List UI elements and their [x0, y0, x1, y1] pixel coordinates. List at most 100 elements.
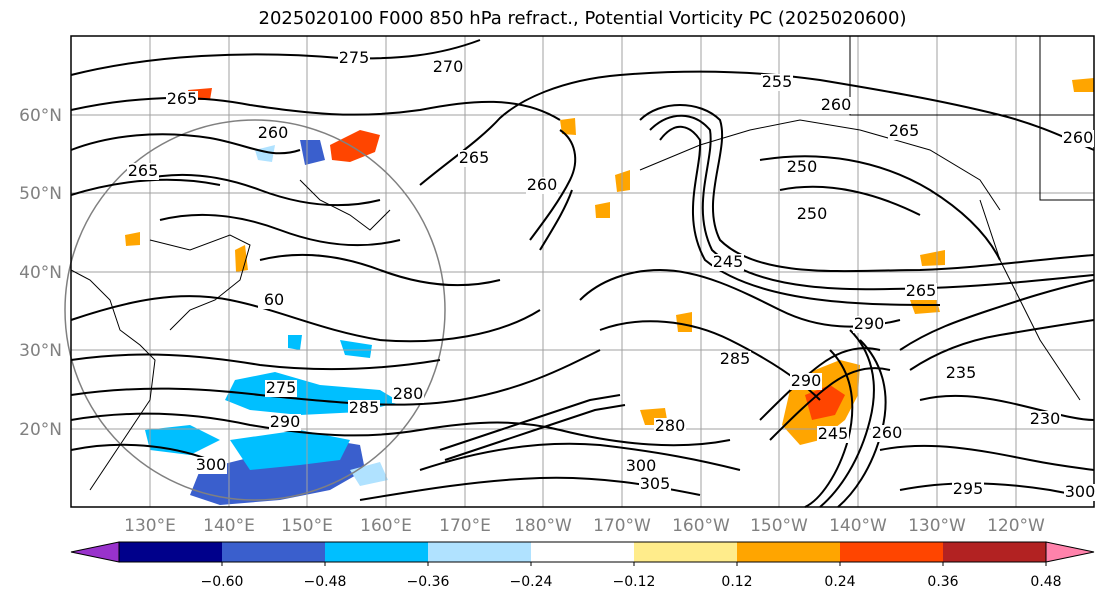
contour-label-background	[790, 373, 822, 390]
map-title: 2025020100 F000 850 hPa refract., Potent…	[258, 8, 907, 29]
contour-label-background	[127, 163, 159, 180]
contour-label: 60	[264, 290, 284, 309]
contour-label-background	[871, 425, 903, 442]
contour-label-background	[257, 125, 289, 142]
contour-label: 290	[270, 412, 301, 431]
contour-label-background	[888, 123, 920, 140]
contour-label-background	[1064, 484, 1096, 501]
contour-label: 260	[258, 123, 289, 142]
contour-label-background	[1062, 130, 1094, 147]
colorbar-max-extension	[1045, 541, 1095, 563]
contour-value-labels: 275 270 265 260 265 255 260 265 265 260 250 250 245 2…	[127, 48, 1096, 501]
contour-label: 250	[797, 204, 828, 223]
contour-label-background	[786, 159, 818, 176]
projection-circle	[64, 119, 446, 501]
contour-label: 295	[953, 479, 984, 498]
longitude-label: 130°E	[124, 516, 176, 536]
longitude-label: 160°W	[672, 516, 730, 536]
contour-label: 275	[266, 378, 297, 397]
contour-label: 260	[1063, 128, 1094, 147]
contour-label: 280	[393, 384, 424, 403]
contour-label-background	[952, 481, 984, 498]
contour-label: 265	[128, 161, 159, 180]
contour-label-background	[853, 316, 885, 333]
contour-label: 265	[889, 121, 920, 140]
contour-label: 290	[854, 314, 885, 333]
colorbar-bin	[737, 542, 841, 562]
contour-label-background	[166, 91, 198, 108]
latitude-labels: 60°N 50°N 40°N 30°N 20°N	[19, 106, 62, 440]
contour-label-background	[338, 50, 370, 67]
map-plot-area	[64, 35, 1095, 508]
contour-label-background	[348, 400, 380, 417]
contour-label-background	[639, 476, 671, 493]
contour-label-background	[712, 254, 744, 271]
longitude-label: 170°W	[593, 516, 651, 536]
colorbar-tick-label: −0.60	[201, 574, 244, 590]
contour-label-background	[269, 414, 301, 431]
latitude-label: 50°N	[19, 184, 62, 204]
contour-label-background	[195, 457, 227, 474]
contour-label: 235	[946, 363, 977, 382]
longitude-label: 140°W	[829, 516, 887, 536]
colorbar-bin	[325, 542, 429, 562]
colorbar-tick-label: 0.12	[721, 574, 752, 590]
colorbar-bin	[531, 542, 635, 562]
colorbar-min-extension	[70, 541, 120, 563]
colorbar-tick-label: 0.36	[927, 574, 958, 590]
contour-label-background	[458, 150, 490, 167]
contour-label: 245	[818, 424, 849, 443]
longitude-label: 150°W	[750, 516, 808, 536]
colorbar	[70, 541, 1095, 563]
colorbar-tick-label: −0.24	[510, 574, 553, 590]
contour-label: 250	[787, 157, 818, 176]
contour-label-background	[432, 59, 464, 76]
longitude-label: 140°E	[203, 516, 255, 536]
colorbar-tick-label: 0.48	[1030, 574, 1061, 590]
contour-label: 270	[433, 57, 464, 76]
longitude-label: 180°W	[514, 516, 572, 536]
latitude-label: 20°N	[19, 420, 62, 440]
contour-label: 260	[821, 95, 852, 114]
colorbar-bin	[634, 542, 738, 562]
latitude-label: 40°N	[19, 263, 62, 283]
contour-label-background	[817, 426, 849, 443]
contour-label-background	[761, 74, 793, 91]
colorbar-tick-labels: −0.60 −0.48 −0.36 −0.24 −0.12 0.12 0.24 0.36 0.4…	[201, 562, 1062, 590]
contour-label: 260	[527, 175, 558, 194]
colorbar-bin	[119, 542, 223, 562]
contour-label: 285	[720, 349, 751, 368]
contour-label-background	[265, 380, 297, 397]
contour-label: 245	[713, 252, 744, 271]
colorbar-tick-label: −0.12	[613, 574, 656, 590]
contour-label-background	[905, 283, 937, 300]
colorbar-bin	[943, 542, 1047, 562]
contour-label: 265	[167, 89, 198, 108]
contour-label: 285	[349, 398, 380, 417]
contour-label-background	[1029, 411, 1061, 428]
longitude-label: 160°E	[360, 516, 412, 536]
colorbar-tick-label: 0.24	[824, 574, 855, 590]
colorbar-bin	[428, 542, 532, 562]
longitude-label: 170°E	[439, 516, 491, 536]
contour-label: 265	[459, 148, 490, 167]
contour-label-background	[625, 458, 657, 475]
contour-label-background	[945, 365, 977, 382]
longitude-label: 120°W	[987, 516, 1045, 536]
contour-label: 230	[1030, 409, 1061, 428]
longitude-labels: 130°E 140°E 150°E 160°E 170°E 180°W 170°W 160°W…	[124, 516, 1045, 536]
colorbar-tick-label: −0.48	[304, 574, 347, 590]
contour-label-background	[796, 206, 828, 223]
longitude-label: 130°W	[908, 516, 966, 536]
colorbar-outline	[118, 541, 1047, 563]
contour-label-background	[820, 97, 852, 114]
contour-label-background	[526, 177, 558, 194]
contour-label-background	[654, 418, 686, 435]
contour-label: 300	[1065, 482, 1096, 501]
latitude-label: 60°N	[19, 106, 62, 126]
contour-label: 260	[872, 423, 903, 442]
contour-label: 255	[762, 72, 793, 91]
contour-label: 275	[339, 48, 370, 67]
colorbar-bin	[840, 542, 944, 562]
